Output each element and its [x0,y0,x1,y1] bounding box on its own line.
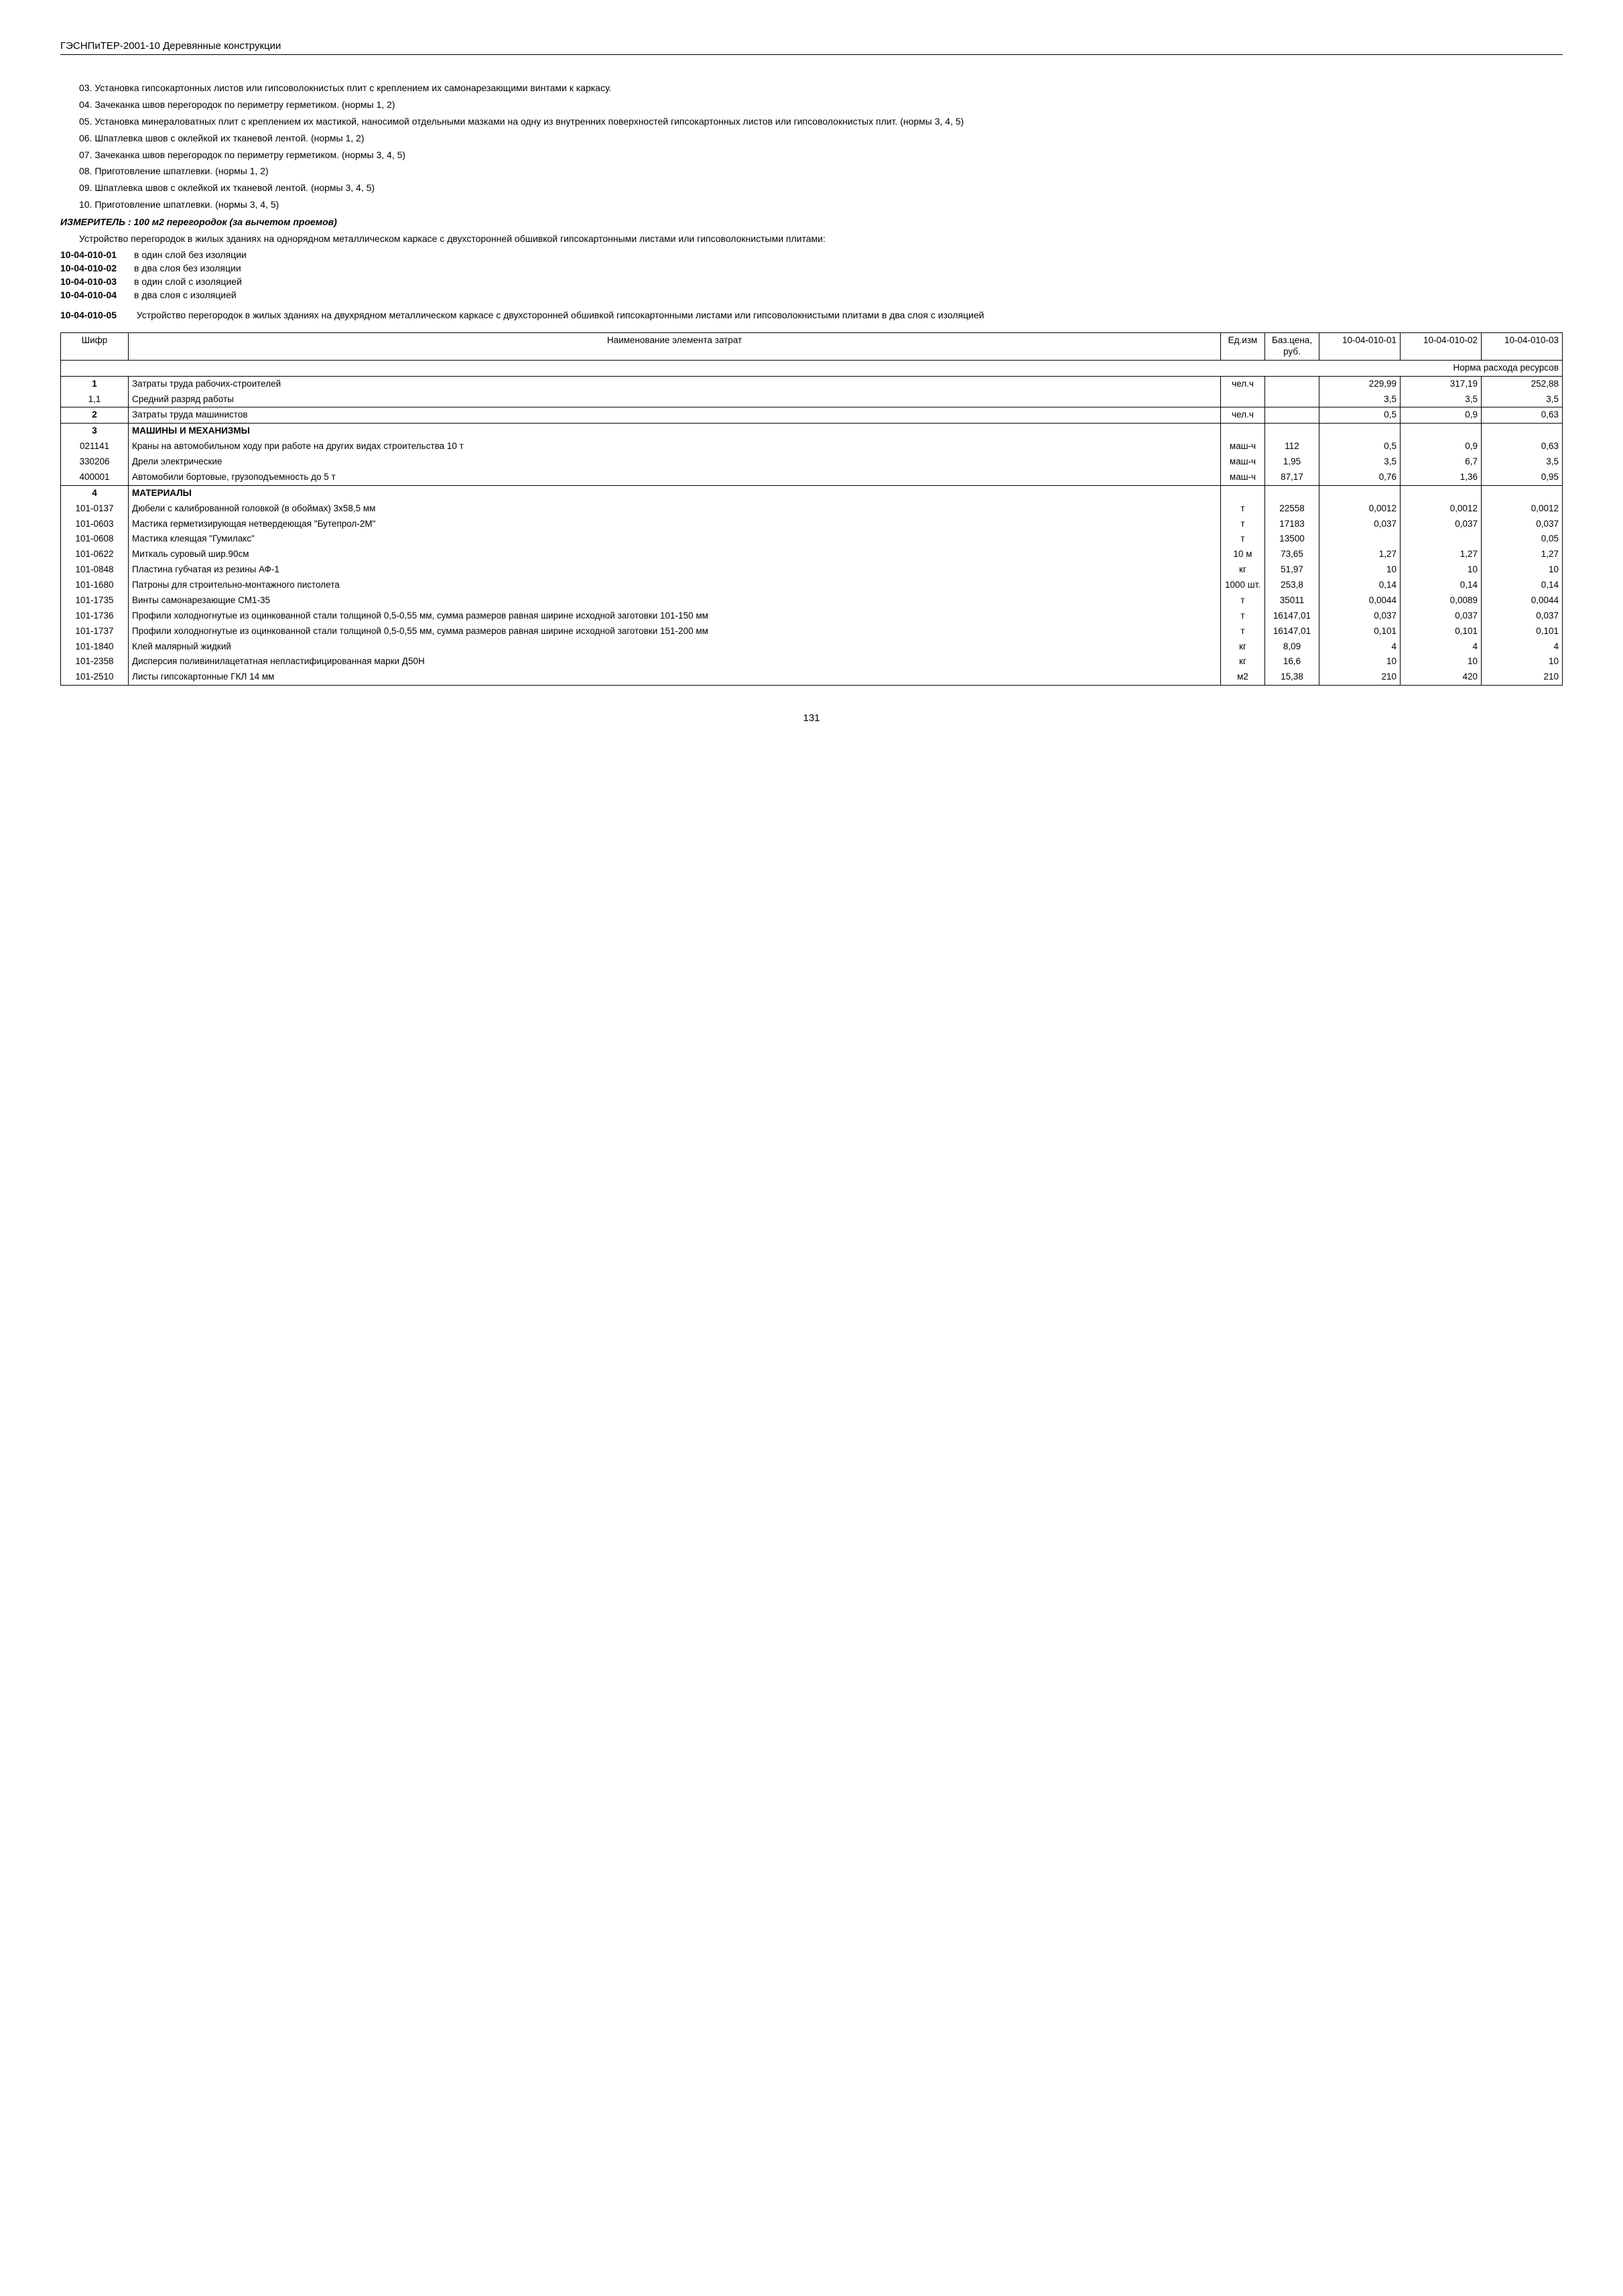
paragraph: 09. Шпатлевка швов с оклейкой их тканево… [60,182,1563,194]
table-row: 400001Автомобили бортовые, грузоподъемно… [61,470,1563,485]
paragraph: 05. Установка минераловатных плит с креп… [60,115,1563,128]
table-row: 101-2510Листы гипсокартонные ГКЛ 14 ммм2… [61,669,1563,685]
paragraph: 04. Зачеканка швов перегородок по периме… [60,99,1563,111]
table-row: 101-1737Профили холодногнутые из оцинков… [61,624,1563,639]
norm-label: Норма расхода ресурсов [1319,360,1563,376]
table-row: 101-0137Дюбели с калиброванной головкой … [61,501,1563,517]
code-text: в два слоя с изоляцией [134,290,237,300]
table-row: 101-2358Дисперсия поливинилацетатная неп… [61,654,1563,669]
th-v3: 10-04-010-03 [1482,333,1563,361]
intro-text: Устройство перегородок в жилых зданиях н… [60,233,1563,245]
wide-code-row: 10-04-010-05 Устройство перегородок в жи… [60,310,1563,320]
code-row: 10-04-010-04в два слоя с изоляцией [60,290,1563,300]
code-text: в два слоя без изоляции [134,263,241,273]
th-baz: Баз.цена, руб. [1265,333,1319,361]
table-row: 3МАШИНЫ И МЕХАНИЗМЫ [61,424,1563,439]
table-row: 101-1680Патроны для строительно-монтажно… [61,578,1563,593]
th-shifr: Шифр [61,333,129,361]
paragraph: 03. Установка гипсокартонных листов или … [60,82,1563,94]
th-ed: Ед.изм [1221,333,1265,361]
paragraph: 06. Шпатлевка швов с оклейкой их тканево… [60,132,1563,145]
table-row: 101-0848Пластина губчатая из резины АФ-1… [61,562,1563,578]
th-v2: 10-04-010-02 [1401,333,1482,361]
wide-code-desc: Устройство перегородок в жилых зданиях н… [137,310,1559,320]
table-row: 1,1Средний разряд работы3,53,53,5 [61,392,1563,407]
th-v1: 10-04-010-01 [1319,333,1401,361]
resource-table: Шифр Наименование элемента затрат Ед.изм… [60,332,1563,686]
code-text: в один слой без изоляции [134,249,247,260]
measure-line: ИЗМЕРИТЕЛЬ : 100 м2 перегородок (за выче… [60,216,1563,227]
code-value: 10-04-010-04 [60,290,134,300]
code-value: 10-04-010-03 [60,276,134,287]
table-row: 1Затраты труда рабочих-строителейчел.ч22… [61,376,1563,391]
table-row: 2Затраты труда машинистовчел.ч0,50,90,63 [61,407,1563,424]
table-row: 101-0608Мастика клеящая "Гумилакс"т13500… [61,531,1563,547]
table-row: 101-1736Профили холодногнутые из оцинков… [61,609,1563,624]
code-row: 10-04-010-02в два слоя без изоляции [60,263,1563,273]
table-body: 1Затраты труда рабочих-строителейчел.ч22… [61,376,1563,686]
table-norm-row: Норма расхода ресурсов [61,360,1563,376]
th-name: Наименование элемента затрат [129,333,1221,361]
wide-code: 10-04-010-05 [60,310,134,320]
paragraph: 08. Приготовление шпатлевки. (нормы 1, 2… [60,165,1563,178]
code-text: в один слой с изоляцией [134,276,242,287]
table-row: 021141Краны на автомобильном ходу при ра… [61,439,1563,454]
page-number: 131 [60,712,1563,724]
paragraph-block: 03. Установка гипсокартонных листов или … [60,82,1563,211]
table-row: 101-0622Миткаль суровый шир.90см10 м73,6… [61,547,1563,562]
table-row: 4МАТЕРИАЛЫ [61,485,1563,501]
table-row: 101-1840Клей малярный жидкийкг8,09444 [61,639,1563,655]
code-value: 10-04-010-01 [60,249,134,260]
paragraph: 10. Приготовление шпатлевки. (нормы 3, 4… [60,198,1563,211]
paragraph: 07. Зачеканка швов перегородок по периме… [60,149,1563,162]
code-row: 10-04-010-03в один слой с изоляцией [60,276,1563,287]
table-row: 101-0603Мастика герметизирующая нетверде… [61,517,1563,532]
code-list-block: 10-04-010-01в один слой без изоляции10-0… [60,249,1563,300]
table-row: 330206Дрели электрическиемаш-ч1,953,56,7… [61,454,1563,470]
table-row: 101-1735Винты самонарезающие СМ1-35т3501… [61,593,1563,609]
table-header-row: Шифр Наименование элемента затрат Ед.изм… [61,333,1563,361]
doc-header: ГЭСНПиТЕР-2001-10 Деревянные конструкции [60,40,1563,55]
code-row: 10-04-010-01в один слой без изоляции [60,249,1563,260]
code-value: 10-04-010-02 [60,263,134,273]
